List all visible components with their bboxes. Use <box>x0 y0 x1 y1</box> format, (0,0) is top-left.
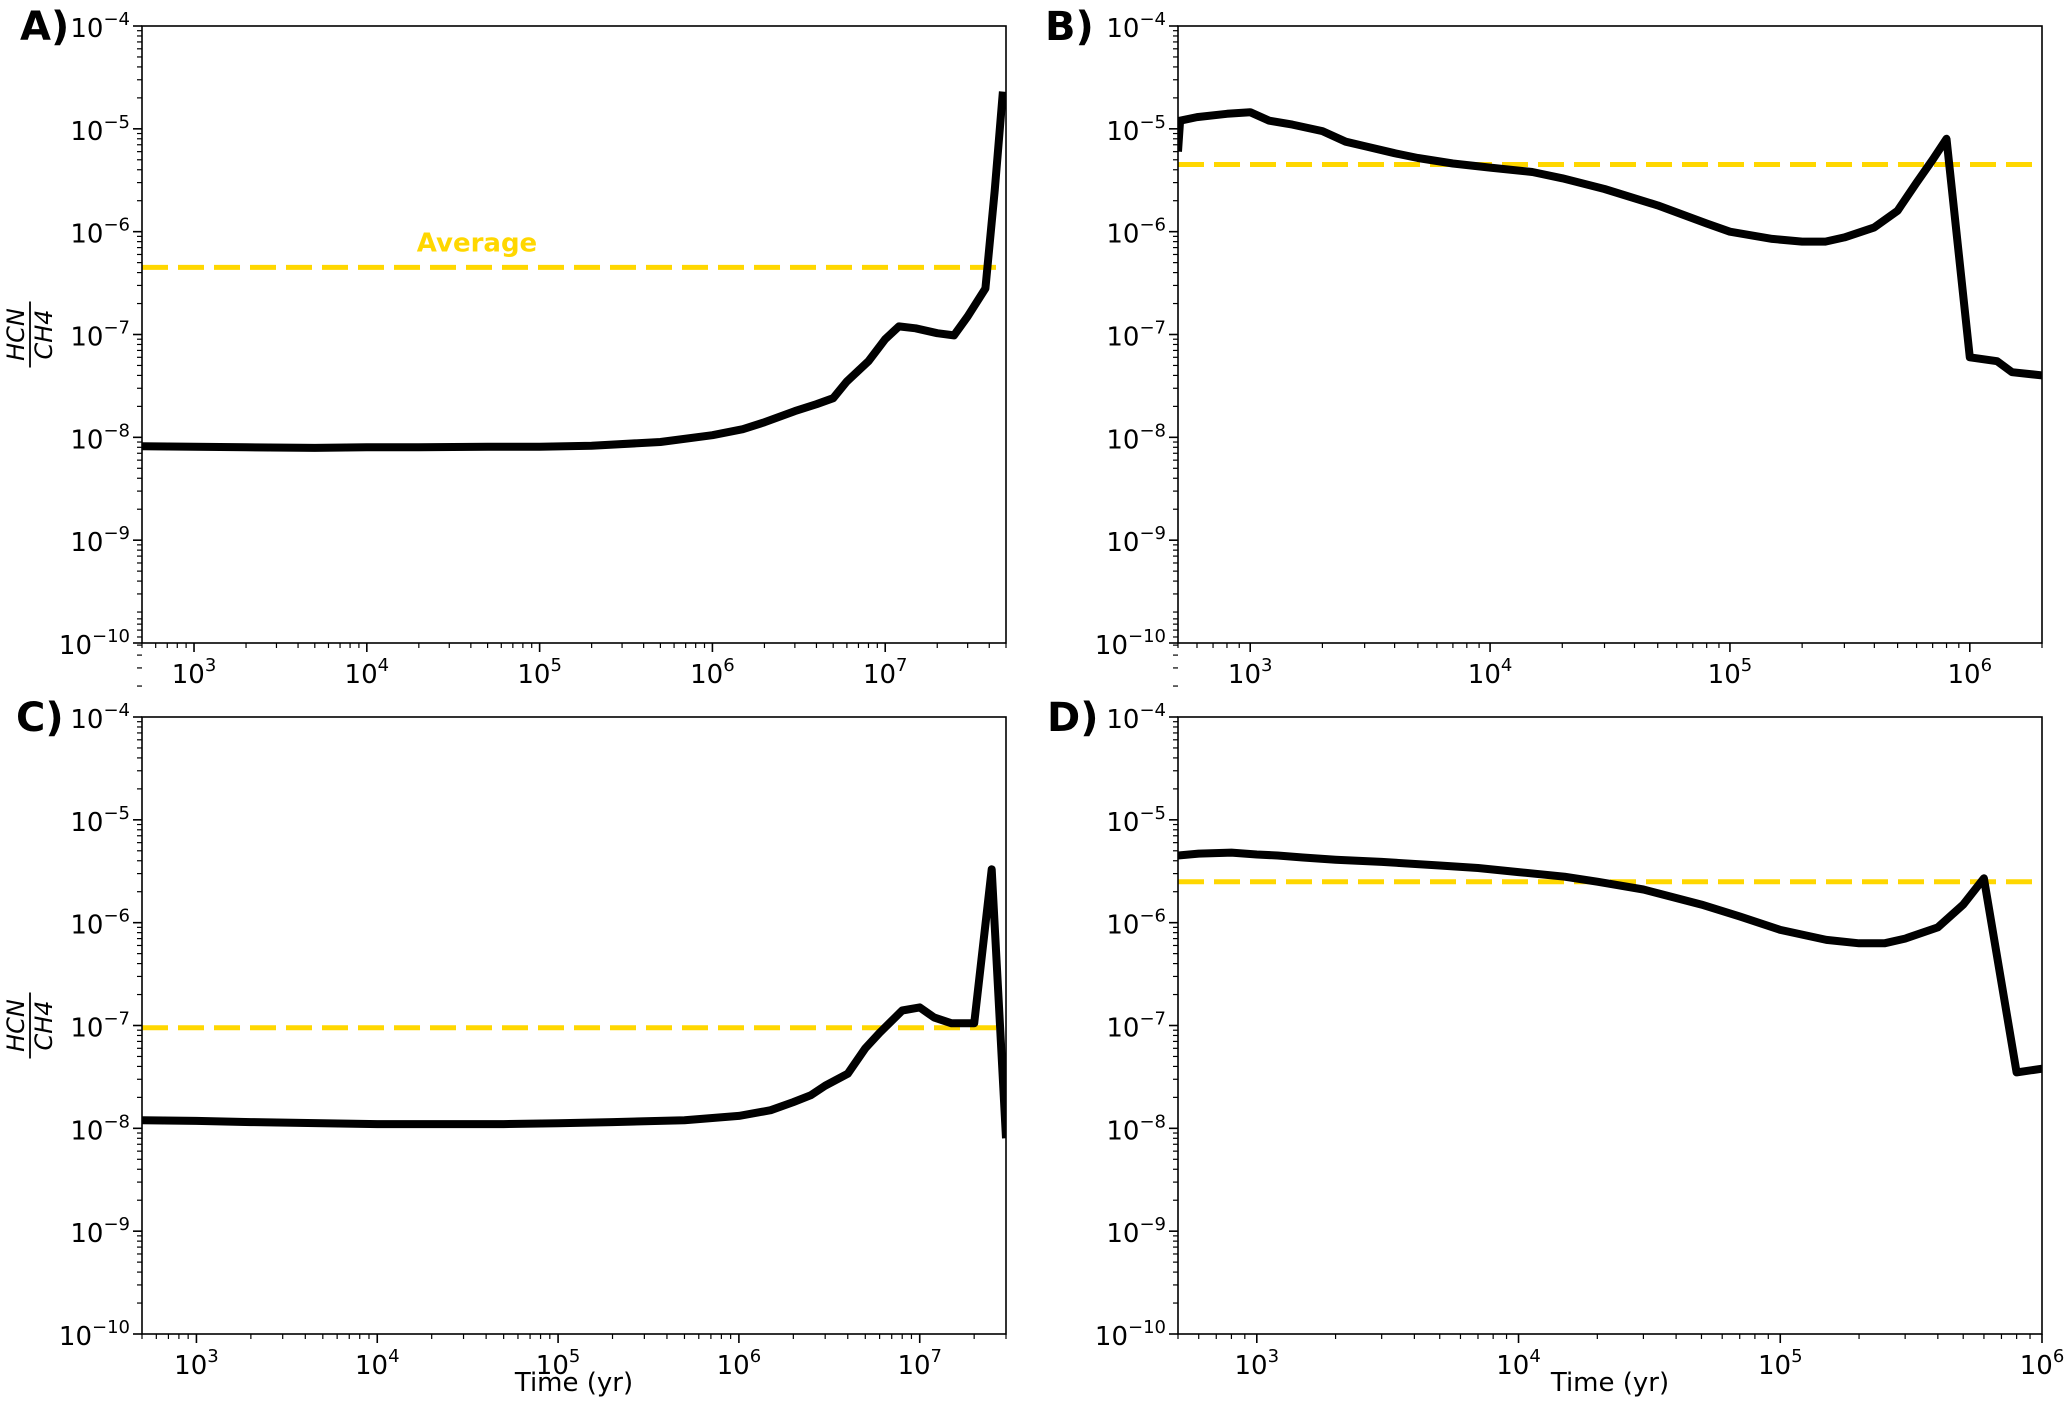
y-tick-label: 10−7 <box>70 318 130 353</box>
x-tick-label: 104 <box>1468 655 1513 690</box>
y-tick-label: 10−9 <box>70 1214 130 1249</box>
y-tick-label: 10−9 <box>70 523 130 558</box>
y-axis-label-numerator: HCN <box>2 999 30 1052</box>
y-tick-label: 10−5 <box>1106 803 1166 838</box>
x-tick-label: 104 <box>345 655 390 690</box>
panel-label: B) <box>1045 4 1094 50</box>
x-axis-title: Time (yr) <box>514 1368 633 1398</box>
plot-frame <box>141 716 1007 1335</box>
y-tick-label: 10−8 <box>70 420 130 455</box>
x-tick-label: 104 <box>355 1346 400 1381</box>
y-tick-label: 10−4 <box>1106 700 1166 735</box>
x-tick-label: 106 <box>1948 655 1993 690</box>
x-tick-label: 106 <box>690 655 735 690</box>
x-tick-label: 103 <box>174 1346 219 1381</box>
plot-frame <box>1177 716 2043 1335</box>
y-tick-label: 10−6 <box>1106 215 1166 250</box>
y-tick-label: 10−8 <box>1106 420 1166 455</box>
x-tick-label: 106 <box>717 1346 762 1381</box>
y-axis-label: HCN CH4 <box>2 992 58 1059</box>
panel-2: 103 104 105 106 10−10 10−9 10−8 10−7 10−6 10−5 10−… <box>1045 4 2043 690</box>
y-tick-label: 10−7 <box>70 1009 130 1044</box>
x-tick-label: 103 <box>1228 655 1273 690</box>
y-tick-label: 10−9 <box>1106 1214 1166 1249</box>
panel-4: 103 104 105 106 10−10 10−9 10−8 10−7 10−6 10−5 10−… <box>1047 618 2065 1398</box>
y-tick-label: 10−5 <box>1106 112 1166 147</box>
y-axis-label-denominator: CH4 <box>30 1000 58 1050</box>
y-tick-label: 10−5 <box>70 803 130 838</box>
plot-frame <box>1177 25 2043 644</box>
y-tick-label: 10−5 <box>70 112 130 147</box>
y-tick-label: 10−7 <box>1106 318 1166 353</box>
y-axis-label-numerator: HCN <box>2 308 30 361</box>
x-tick-label: 103 <box>1235 1346 1280 1381</box>
y-tick-label: 10−10 <box>59 626 130 661</box>
y-tick-label: 10−8 <box>70 1111 130 1146</box>
y-tick-label: 10−6 <box>1106 906 1166 941</box>
x-axis-title: Time (yr) <box>1550 1368 1669 1398</box>
average-label: Average <box>417 228 537 258</box>
x-tick-label: 107 <box>897 1346 942 1381</box>
series-line <box>142 91 1006 452</box>
panel-label: D) <box>1047 695 1098 741</box>
y-tick-label: 10−9 <box>1106 523 1166 558</box>
y-tick-label: 10−10 <box>1095 1317 1166 1352</box>
plot-frame <box>141 25 1007 644</box>
y-tick-label: 10−4 <box>1106 9 1166 44</box>
series-line <box>1178 848 2042 1077</box>
y-tick-label: 10−10 <box>59 1317 130 1352</box>
y-axis-label-denominator: CH4 <box>30 309 58 359</box>
panel-3: 103 104 105 106 107 10−10 10−9 10−8 10−7 10−6 10−5… <box>2 618 1007 1398</box>
y-tick-label: 10−6 <box>70 215 130 250</box>
x-tick-label: 103 <box>172 655 217 690</box>
y-tick-label: 10−7 <box>1106 1009 1166 1044</box>
panel-label: A) <box>20 4 69 50</box>
series-line <box>142 865 1006 1139</box>
y-axis-label: HCN CH4 <box>2 301 58 368</box>
x-tick-label: 105 <box>1758 1346 1803 1381</box>
x-tick-label: 106 <box>2020 1346 2065 1381</box>
panel-1: 103 104 105 106 107 10−10 10−9 10−8 10−7 10−6 10−5… <box>2 4 1007 690</box>
panel-label: C) <box>16 695 64 741</box>
x-tick-label: 104 <box>1496 1346 1541 1381</box>
x-tick-label: 105 <box>517 655 562 690</box>
series-line <box>1178 108 2042 380</box>
y-tick-label: 10−4 <box>70 700 130 735</box>
y-tick-label: 10−4 <box>70 9 130 44</box>
x-tick-label: 107 <box>863 655 908 690</box>
x-tick-label: 105 <box>1708 655 1753 690</box>
y-tick-label: 10−8 <box>1106 1111 1166 1146</box>
x-tick-label: 105 <box>536 1346 581 1381</box>
y-tick-label: 10−6 <box>70 906 130 941</box>
y-tick-label: 10−10 <box>1095 626 1166 661</box>
